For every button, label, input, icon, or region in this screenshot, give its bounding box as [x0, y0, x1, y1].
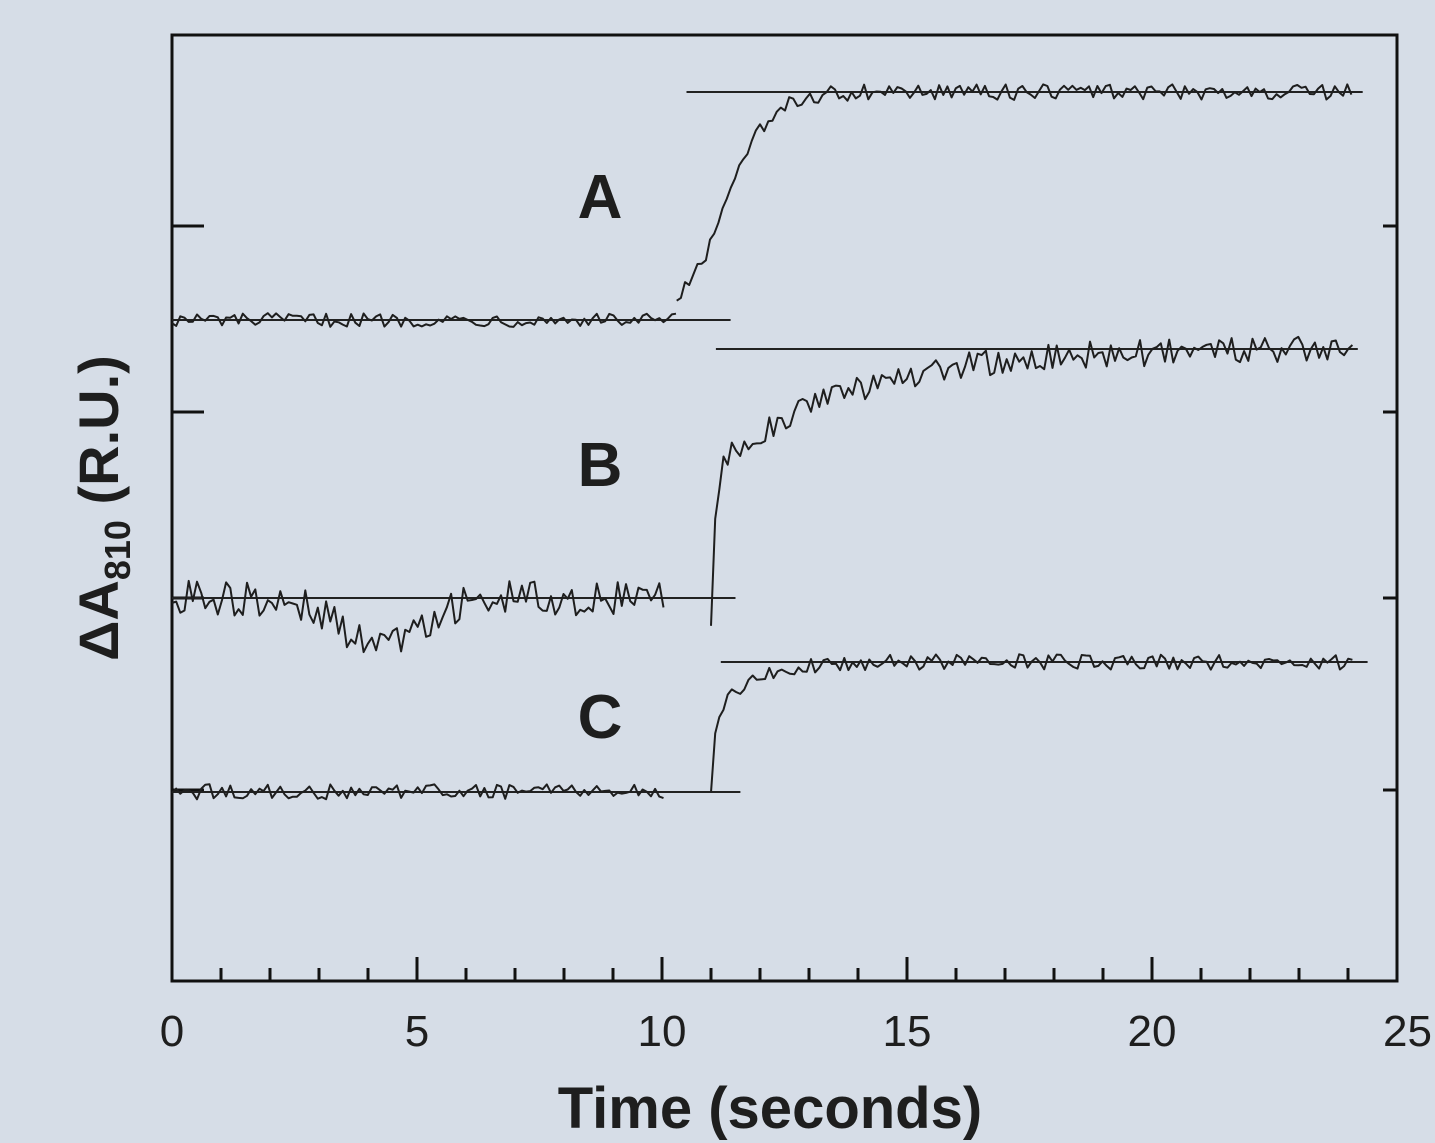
x-axis-ticks [170, 957, 1399, 981]
traces [171, 83, 1354, 801]
series-label-c: C [578, 683, 623, 752]
y-axis-label: ΔA810 (R.U.) [67, 355, 138, 661]
series-label-a: A [578, 163, 623, 232]
trace-c [171, 783, 664, 801]
trace-a [676, 83, 1353, 302]
baselines [172, 91, 1368, 793]
x-tick-label: 15 [883, 1007, 932, 1056]
trace-b [171, 579, 665, 654]
trace-a [171, 312, 677, 328]
x-axis-label: Time (seconds) [558, 1076, 982, 1141]
y-axis-label-main: ΔA [67, 580, 130, 661]
plot-frame [170, 33, 1399, 983]
trace-b [710, 335, 1354, 626]
x-tick-label: 0 [160, 1007, 184, 1056]
y-axis-ticks [172, 224, 1397, 792]
x-tick-label: 20 [1128, 1007, 1177, 1056]
y-axis-label-unit: (R.U.) [67, 355, 130, 520]
x-tick-label: 5 [405, 1007, 429, 1056]
x-tick-label: 25 [1383, 1007, 1432, 1056]
series-labels: A B C [578, 163, 623, 752]
x-axis-tick-labels: 0 5 10 15 20 25 [160, 1007, 1432, 1056]
trace-c [710, 653, 1353, 793]
series-label-b: B [578, 431, 623, 500]
y-axis-label-subscript: 810 [97, 520, 138, 580]
x-tick-label: 10 [638, 1007, 687, 1056]
